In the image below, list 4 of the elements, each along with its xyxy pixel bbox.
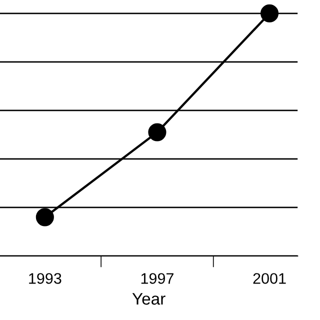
x-tick-label: 2001	[253, 273, 286, 284]
x-axis-title: Year	[132, 293, 166, 305]
x-tick-label: 1997	[141, 273, 174, 284]
x-tick-label: 1993	[29, 273, 62, 284]
